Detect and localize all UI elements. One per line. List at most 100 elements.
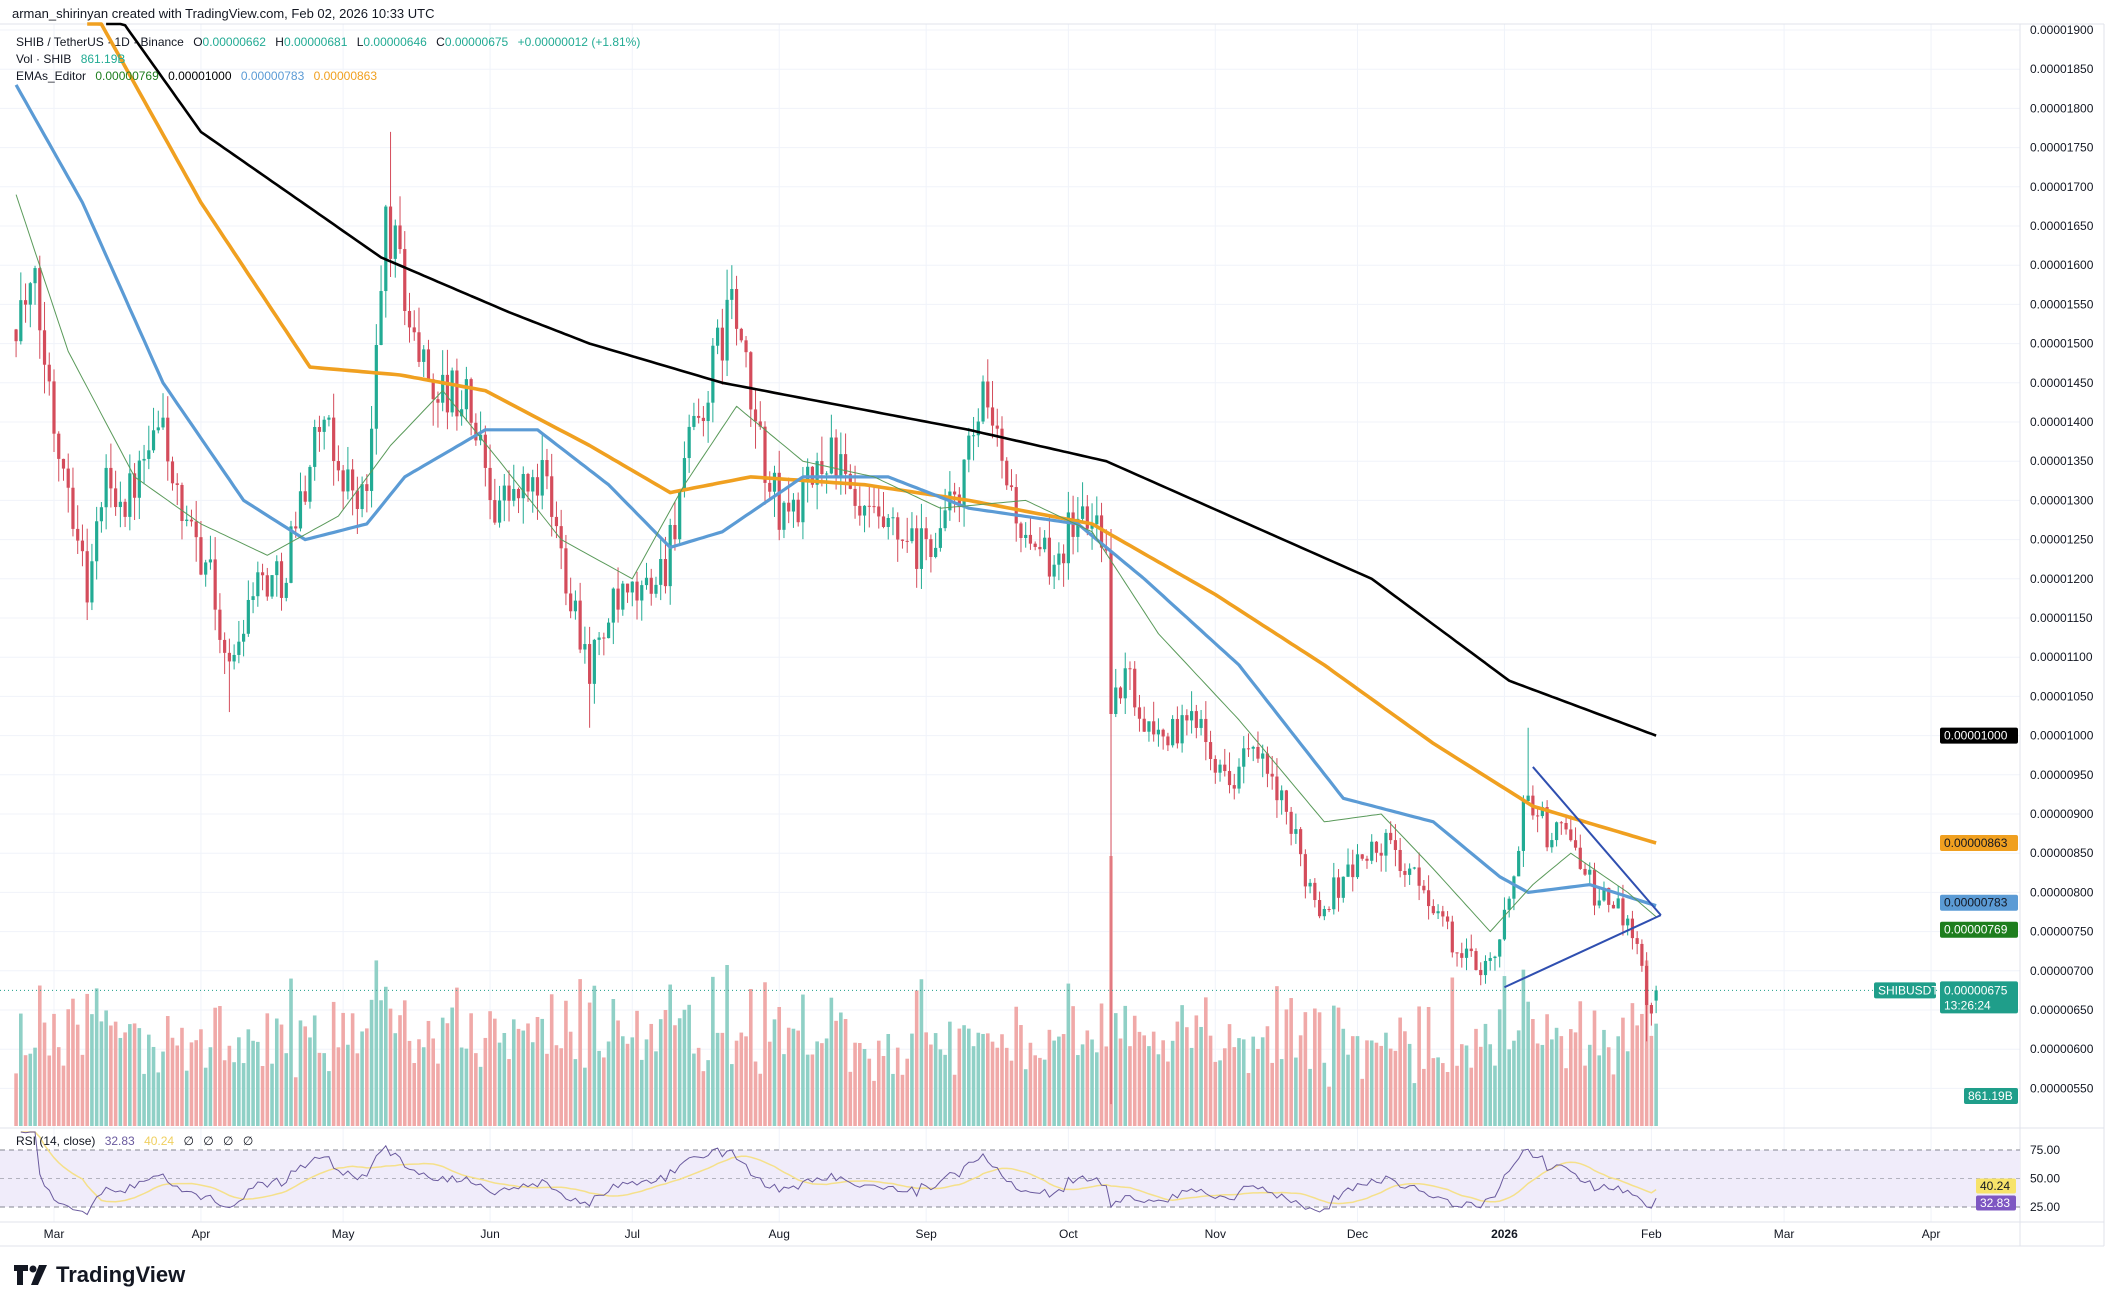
symbol-title[interactable]: SHIB / TetherUS · 1D · Binance	[16, 35, 184, 49]
candle[interactable]	[161, 393, 165, 430]
candle[interactable]	[1346, 848, 1350, 878]
candle[interactable]	[493, 478, 497, 525]
candle[interactable]	[166, 396, 170, 481]
candle[interactable]	[1038, 527, 1042, 557]
candle[interactable]	[479, 411, 483, 446]
candle[interactable]	[976, 408, 980, 448]
candle[interactable]	[1455, 952, 1459, 967]
candle[interactable]	[1166, 732, 1170, 752]
candle[interactable]	[1033, 541, 1037, 551]
candle[interactable]	[151, 407, 156, 453]
candle[interactable]	[1365, 855, 1369, 869]
candle[interactable]	[1190, 691, 1194, 734]
candle[interactable]	[170, 456, 175, 491]
candle[interactable]	[1204, 701, 1208, 761]
candle[interactable]	[597, 632, 601, 656]
candle[interactable]	[545, 448, 549, 490]
candle[interactable]	[900, 539, 905, 549]
candle[interactable]	[1403, 863, 1407, 887]
candle[interactable]	[142, 444, 146, 485]
candle[interactable]	[730, 265, 734, 320]
candle[interactable]	[256, 561, 260, 607]
candle[interactable]	[384, 204, 388, 318]
candle[interactable]	[915, 515, 919, 588]
candle[interactable]	[1080, 482, 1085, 524]
triangle-upper-trendline[interactable]	[1532, 766, 1662, 916]
candle[interactable]	[663, 536, 668, 594]
candle[interactable]	[734, 275, 739, 346]
candle[interactable]	[1635, 931, 1639, 955]
candle[interactable]	[1483, 955, 1488, 984]
candle[interactable]	[1024, 522, 1028, 548]
candle[interactable]	[1569, 815, 1573, 842]
candle[interactable]	[512, 464, 516, 507]
candle[interactable]	[114, 470, 118, 516]
candle[interactable]	[1057, 542, 1061, 581]
candle[interactable]	[204, 559, 208, 587]
candle[interactable]	[317, 415, 322, 452]
candle[interactable]	[1142, 706, 1146, 732]
candle[interactable]	[692, 402, 696, 431]
candle[interactable]	[1137, 694, 1142, 732]
candle[interactable]	[924, 517, 928, 561]
candle[interactable]	[1294, 813, 1298, 844]
candle[interactable]	[1232, 773, 1236, 800]
candle[interactable]	[109, 443, 113, 508]
candle[interactable]	[156, 410, 160, 434]
rsi-label[interactable]: RSI (14, close)	[16, 1134, 96, 1148]
candle[interactable]	[630, 581, 634, 607]
candle[interactable]	[1507, 896, 1511, 918]
candle[interactable]	[588, 626, 592, 728]
candle[interactable]	[782, 501, 786, 539]
candle[interactable]	[227, 638, 231, 713]
candle[interactable]	[1431, 899, 1435, 916]
candle[interactable]	[1237, 758, 1241, 794]
triangle-lower-trendline[interactable]	[1504, 914, 1662, 989]
candle[interactable]	[1554, 821, 1559, 847]
candle[interactable]	[303, 475, 307, 505]
candle[interactable]	[52, 369, 56, 453]
candle[interactable]	[393, 219, 397, 278]
candle[interactable]	[175, 473, 179, 506]
candle[interactable]	[1583, 862, 1587, 876]
candle[interactable]	[298, 472, 303, 532]
candle[interactable]	[1355, 844, 1360, 879]
candle[interactable]	[90, 543, 94, 611]
ema-label[interactable]: EMAs_Editor	[16, 69, 87, 83]
candle[interactable]	[1393, 824, 1398, 867]
candle[interactable]	[1341, 876, 1345, 903]
candle[interactable]	[85, 528, 89, 621]
candle[interactable]	[1114, 668, 1118, 718]
candle[interactable]	[66, 453, 70, 513]
candle[interactable]	[1185, 709, 1189, 736]
candle[interactable]	[1180, 704, 1184, 753]
candle[interactable]	[1573, 827, 1578, 851]
candle[interactable]	[275, 555, 279, 597]
candle[interactable]	[877, 486, 881, 529]
candle[interactable]	[1332, 862, 1336, 915]
candle[interactable]	[341, 464, 345, 510]
candle[interactable]	[654, 576, 658, 598]
candle[interactable]	[1299, 826, 1303, 867]
candle[interactable]	[33, 265, 37, 305]
candle[interactable]	[569, 577, 573, 619]
candle[interactable]	[332, 393, 336, 486]
candle[interactable]	[137, 450, 141, 520]
candle[interactable]	[1161, 728, 1165, 750]
price-chart[interactable]: 0.00000550 0.00000600 0.00000650 0.00000700…	[0, 0, 2119, 1250]
candle[interactable]	[1417, 852, 1421, 901]
candle[interactable]	[1379, 843, 1383, 872]
candle[interactable]	[1526, 727, 1530, 804]
candle[interactable]	[265, 567, 269, 601]
candle[interactable]	[1498, 939, 1502, 968]
candle[interactable]	[455, 358, 459, 431]
candle[interactable]	[118, 481, 122, 528]
candle[interactable]	[1436, 904, 1440, 920]
candle[interactable]	[95, 506, 99, 580]
candle[interactable]	[1280, 785, 1284, 815]
candle[interactable]	[246, 580, 250, 637]
candle[interactable]	[351, 459, 355, 516]
candle[interactable]	[1085, 495, 1089, 536]
candle[interactable]	[1412, 866, 1416, 870]
candle[interactable]	[1208, 730, 1213, 771]
